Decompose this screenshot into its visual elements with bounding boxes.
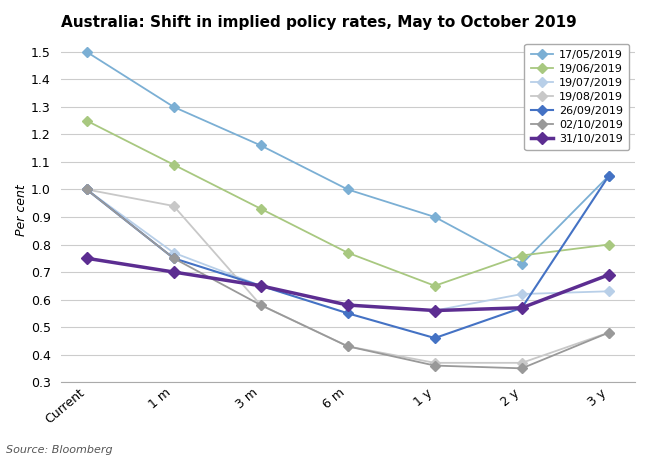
Legend: 17/05/2019, 19/06/2019, 19/07/2019, 19/08/2019, 26/09/2019, 02/10/2019, 31/10/20: 17/05/2019, 19/06/2019, 19/07/2019, 19/0… bbox=[525, 44, 629, 150]
26/09/2019 bbox=[170, 256, 177, 261]
Line: 19/08/2019: 19/08/2019 bbox=[83, 186, 612, 366]
26/09/2019 bbox=[431, 335, 439, 341]
19/08/2019 bbox=[170, 203, 177, 209]
Line: 26/09/2019: 26/09/2019 bbox=[83, 172, 612, 342]
31/10/2019 bbox=[518, 305, 526, 310]
19/06/2019 bbox=[518, 253, 526, 258]
19/07/2019 bbox=[431, 308, 439, 313]
31/10/2019 bbox=[344, 302, 352, 308]
26/09/2019 bbox=[83, 187, 90, 192]
31/10/2019 bbox=[83, 256, 90, 261]
26/09/2019 bbox=[344, 311, 352, 316]
02/10/2019 bbox=[83, 187, 90, 192]
17/05/2019 bbox=[170, 104, 177, 110]
19/08/2019 bbox=[431, 360, 439, 365]
19/06/2019 bbox=[605, 242, 613, 247]
26/09/2019 bbox=[257, 283, 265, 288]
19/07/2019 bbox=[518, 291, 526, 297]
19/06/2019 bbox=[431, 283, 439, 288]
17/05/2019 bbox=[431, 214, 439, 220]
17/05/2019 bbox=[83, 49, 90, 55]
19/07/2019 bbox=[170, 250, 177, 256]
Y-axis label: Per cent: Per cent bbox=[15, 184, 28, 236]
17/05/2019 bbox=[257, 143, 265, 148]
19/08/2019 bbox=[83, 187, 90, 192]
19/06/2019 bbox=[170, 162, 177, 167]
19/08/2019 bbox=[344, 344, 352, 349]
31/10/2019 bbox=[170, 269, 177, 275]
19/07/2019 bbox=[257, 283, 265, 288]
19/06/2019 bbox=[83, 118, 90, 123]
Text: Source: Bloomberg: Source: Bloomberg bbox=[6, 445, 113, 455]
19/06/2019 bbox=[344, 250, 352, 256]
02/10/2019 bbox=[344, 344, 352, 349]
19/08/2019 bbox=[518, 360, 526, 365]
17/05/2019 bbox=[518, 261, 526, 267]
Line: 31/10/2019: 31/10/2019 bbox=[83, 254, 613, 315]
31/10/2019 bbox=[605, 272, 613, 278]
02/10/2019 bbox=[431, 363, 439, 368]
19/06/2019 bbox=[257, 206, 265, 212]
02/10/2019 bbox=[605, 330, 613, 335]
17/05/2019 bbox=[605, 173, 613, 178]
Line: 02/10/2019: 02/10/2019 bbox=[83, 186, 612, 372]
Line: 17/05/2019: 17/05/2019 bbox=[83, 48, 612, 267]
19/08/2019 bbox=[605, 330, 613, 335]
31/10/2019 bbox=[257, 283, 265, 288]
19/07/2019 bbox=[605, 288, 613, 294]
02/10/2019 bbox=[257, 302, 265, 308]
02/10/2019 bbox=[518, 366, 526, 371]
31/10/2019 bbox=[431, 308, 439, 313]
17/05/2019 bbox=[344, 187, 352, 192]
Line: 19/06/2019: 19/06/2019 bbox=[83, 117, 612, 289]
19/07/2019 bbox=[83, 187, 90, 192]
26/09/2019 bbox=[518, 305, 526, 310]
19/08/2019 bbox=[257, 302, 265, 308]
Line: 19/07/2019: 19/07/2019 bbox=[83, 186, 612, 314]
Text: Australia: Shift in implied policy rates, May to October 2019: Australia: Shift in implied policy rates… bbox=[60, 15, 577, 30]
02/10/2019 bbox=[170, 256, 177, 261]
26/09/2019 bbox=[605, 173, 613, 178]
19/07/2019 bbox=[344, 302, 352, 308]
